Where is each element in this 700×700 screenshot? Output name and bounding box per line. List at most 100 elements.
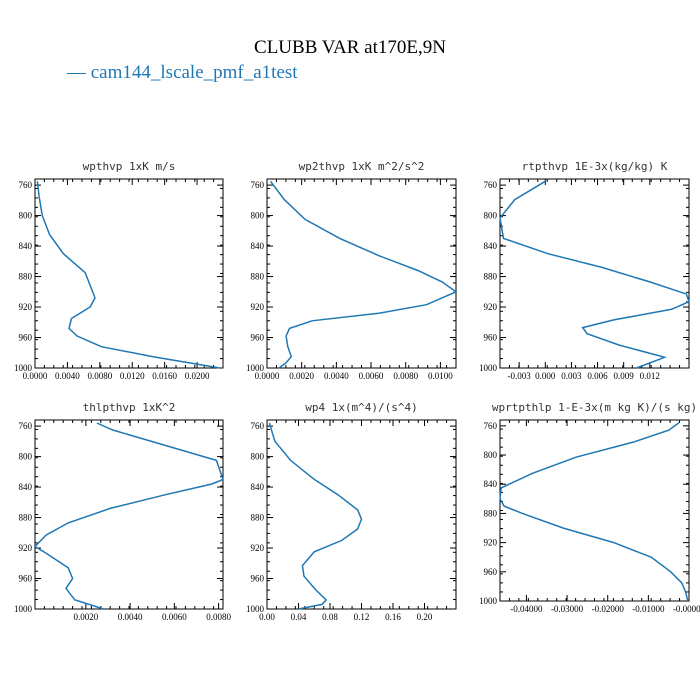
panel-title: rtpthvp 1E-3x(kg/kg) K (522, 160, 668, 173)
x-tick-label: 0.16 (385, 612, 401, 622)
x-tick-label: 0.0080 (393, 371, 418, 381)
panel-5: wp4 1x(m^4)/(s^4) 0.00 0.04 0.08 0.12 0.16 0.2… (246, 401, 457, 622)
plot-frame (266, 178, 457, 369)
x-tick-label: 0.012 (640, 371, 660, 381)
panel-6: wprtpthlp 1-E-3x(m kg K)/(s kg)-0.04000-… (479, 401, 700, 614)
legend-entry: — cam144_lscale_pmf_a1test (66, 62, 298, 83)
x-tick-label: 0.0000 (255, 371, 280, 381)
y-tick-label: 840 (484, 241, 498, 251)
y-tick-label: 880 (251, 272, 265, 282)
panel-title: wp4 1x(m^4)/(s^4) (305, 401, 418, 414)
x-tick-label: 0.0160 (152, 371, 177, 381)
x-tick-label: 0.0020 (73, 612, 98, 622)
y-tick-label: 800 (484, 211, 498, 221)
x-tick-label: 0.20 (417, 612, 433, 622)
y-tick-label: 800 (251, 452, 265, 462)
y-tick-label: 960 (251, 333, 265, 343)
x-tick-label: 0.009 (614, 371, 635, 381)
panel-3: rtpthvp 1E-3x(kg/kg) K -0.003 0.000 0.003 0.… (479, 160, 690, 381)
x-tick-label: 0.0000 (23, 371, 48, 381)
y-tick-label: 960 (251, 574, 265, 584)
y-tick-label: 760 (19, 180, 33, 190)
x-tick-label: 0.0060 (359, 371, 384, 381)
x-tick-label: 0.0200 (185, 371, 210, 381)
x-tick-label: 0.0040 (324, 371, 349, 381)
x-tick-label: -0.04000 (510, 604, 543, 614)
x-tick-label: 0.0080 (206, 612, 231, 622)
y-tick-label: 920 (251, 543, 265, 553)
y-tick-label: 880 (484, 508, 498, 518)
series-line (269, 180, 458, 369)
panel-title: wp2thvp 1xK m^2/s^2 (299, 160, 425, 173)
y-tick-label: 960 (484, 567, 498, 577)
series-line (36, 181, 220, 369)
chart-title: CLUBB VAR at170E,9N (254, 37, 446, 58)
x-tick-label: 0.12 (354, 612, 370, 622)
x-tick-label: 0.08 (322, 612, 338, 622)
y-tick-label: 920 (19, 302, 33, 312)
panel-title: wpthvp 1xK m/s (83, 160, 176, 173)
y-tick-label: 960 (19, 574, 33, 584)
y-tick-label: 1000 (246, 363, 265, 373)
y-tick-label: 840 (251, 482, 265, 492)
plot-frame (34, 178, 224, 369)
y-tick-label: 920 (484, 538, 498, 548)
plot-frame (499, 419, 690, 602)
x-tick-label: 0.0040 (55, 371, 80, 381)
x-tick-label: 0.006 (587, 371, 608, 381)
y-tick-label: 1000 (14, 604, 33, 614)
y-tick-label: 800 (484, 450, 498, 460)
series-line (33, 422, 224, 610)
x-tick-label: 0.04 (291, 612, 307, 622)
x-tick-label: 0.000 (535, 371, 556, 381)
panel-title: wprtpthlp 1-E-3x(m kg K)/(s kg) (492, 401, 697, 414)
y-tick-label: 840 (19, 482, 33, 492)
y-tick-label: 760 (484, 180, 498, 190)
panel-1: wpthvp 1xK m/s 0.0000 0.0040 0.0080 0.0120 0.… (14, 160, 224, 381)
y-tick-label: 920 (19, 543, 33, 553)
y-tick-label: 760 (251, 180, 265, 190)
y-tick-label: 760 (19, 421, 33, 431)
y-tick-label: 1000 (246, 604, 265, 614)
x-tick-label: 0.0060 (162, 612, 187, 622)
y-tick-label: 1000 (14, 363, 33, 373)
y-tick-label: 800 (19, 452, 33, 462)
panel-title: thlpthvp 1xK^2 (83, 401, 176, 414)
panels-group: wpthvp 1xK m/s 0.0000 0.0040 0.0080 0.0120 0.… (14, 160, 700, 622)
y-tick-label: 1000 (479, 363, 498, 373)
plot-frame (34, 419, 224, 610)
y-tick-label: 880 (19, 513, 33, 523)
plot-frame (499, 178, 690, 369)
y-tick-label: 800 (19, 211, 33, 221)
series-line (499, 422, 689, 602)
x-tick-label: -0.01000 (632, 604, 665, 614)
x-tick-label: 0.0080 (87, 371, 112, 381)
x-tick-label: -0.03000 (551, 604, 584, 614)
y-tick-label: 920 (251, 302, 265, 312)
y-tick-label: 760 (484, 421, 498, 431)
y-tick-label: 920 (484, 302, 498, 312)
series-line (499, 180, 690, 369)
y-tick-label: 1000 (479, 596, 498, 606)
y-tick-label: 760 (251, 421, 265, 431)
y-tick-label: 880 (484, 272, 498, 282)
x-tick-label: -0.003 (508, 371, 532, 381)
x-tick-label: 0.0120 (120, 371, 145, 381)
y-tick-label: 960 (19, 333, 33, 343)
y-tick-label: 840 (484, 479, 498, 489)
series-line (268, 422, 363, 610)
x-tick-label: 0.00 (259, 612, 275, 622)
x-tick-label: 0.003 (561, 371, 582, 381)
y-tick-label: 840 (19, 241, 33, 251)
y-tick-label: 880 (251, 513, 265, 523)
x-tick-label: 0.0040 (118, 612, 143, 622)
panel-4: thlpthvp 1xK^2 0.0020 0.0040 0.0060 0.0080 76… (14, 401, 231, 622)
y-tick-label: 840 (251, 241, 265, 251)
plot-frame (266, 419, 457, 610)
y-tick-label: 960 (484, 333, 498, 343)
x-tick-label: -0.02000 (592, 604, 625, 614)
panel-2: wp2thvp 1xK m^2/s^2 0.0000 0.0020 0.0040 0.0… (246, 160, 458, 381)
y-tick-label: 800 (251, 211, 265, 221)
